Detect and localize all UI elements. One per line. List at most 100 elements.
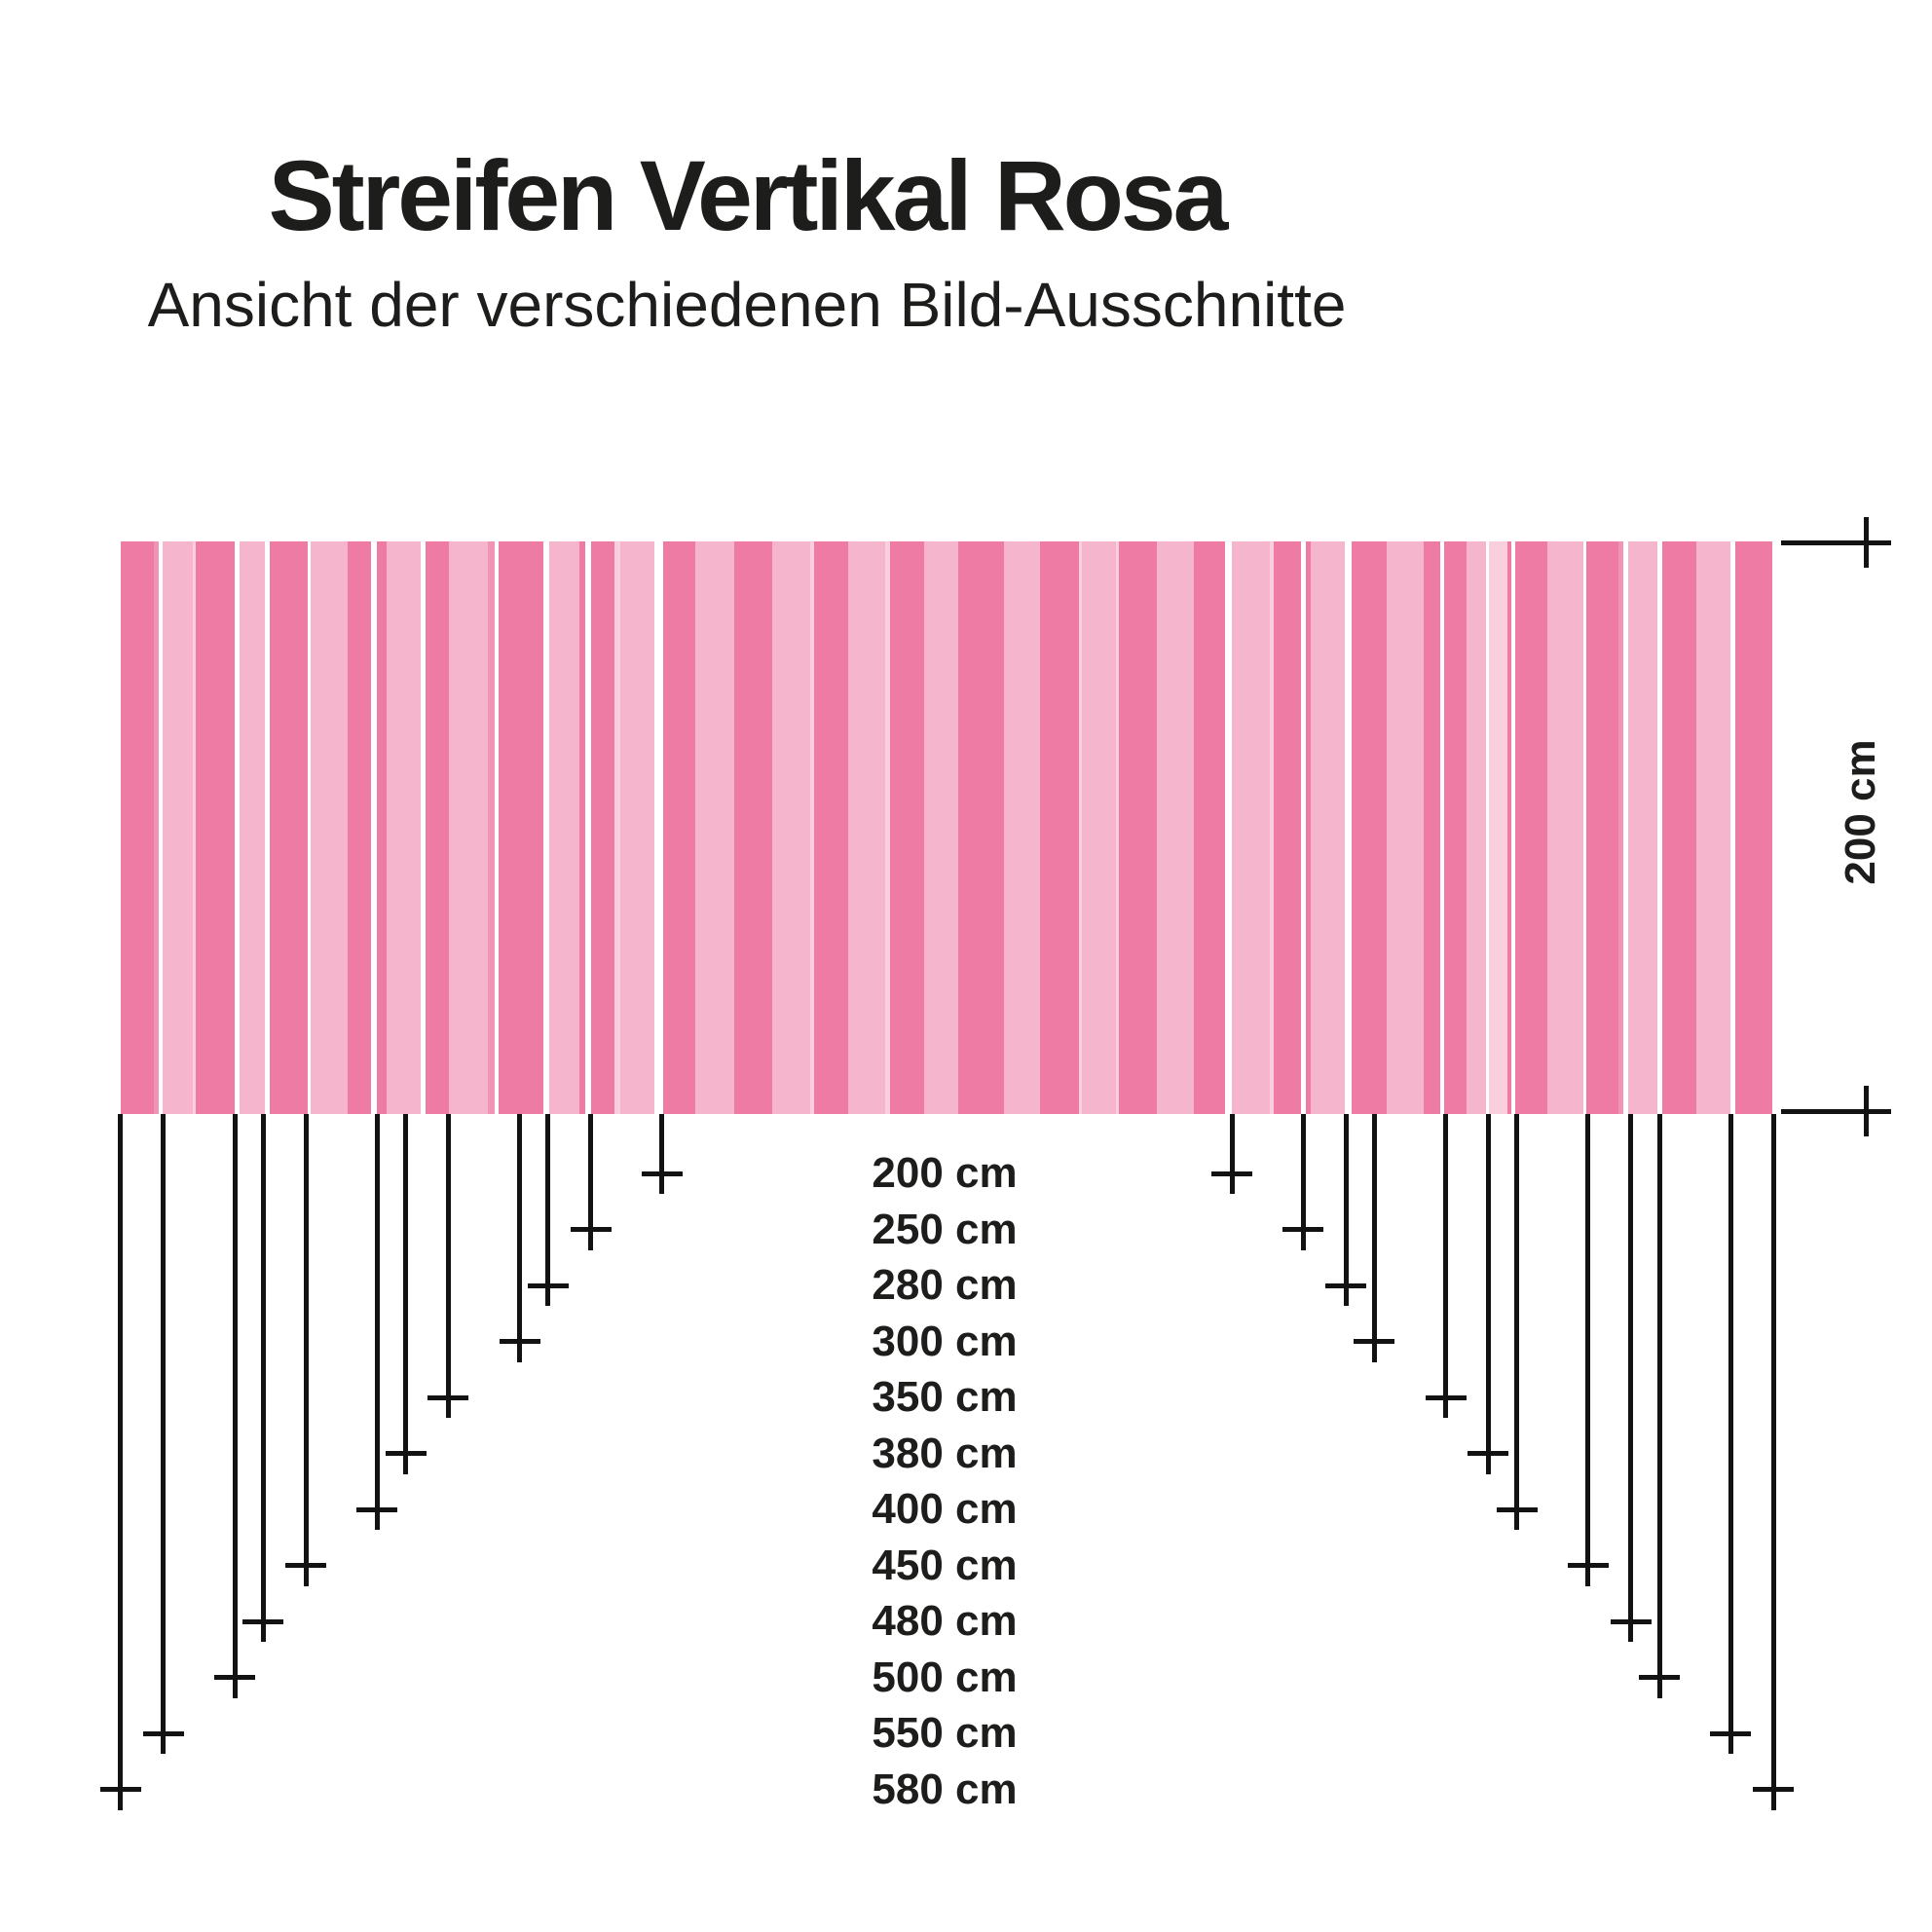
width-label-550cm: 550 cm — [872, 1709, 1018, 1757]
stripe-33-a — [733, 541, 772, 1114]
stripe-77-b — [1696, 541, 1731, 1114]
stripe-34-b — [771, 541, 810, 1114]
stripe-20-a2 — [487, 541, 495, 1114]
stripe-9-w — [264, 541, 270, 1114]
measure-cross-left-380cm — [385, 1451, 427, 1456]
stripe-64-w — [1486, 541, 1490, 1114]
stripe-35-b2 — [809, 541, 814, 1114]
stripe-1-a — [121, 541, 154, 1114]
measure-cross-left-400cm — [356, 1506, 398, 1512]
stripe-22-a — [498, 541, 543, 1114]
measure-line-left-450cm — [303, 1114, 309, 1586]
stripe-62-a — [1444, 541, 1468, 1114]
stripe-43-a — [1040, 541, 1080, 1114]
measure-line-right-280cm — [1343, 1114, 1349, 1306]
measure-line-left-500cm — [232, 1114, 238, 1698]
measure-line-left-380cm — [403, 1114, 409, 1474]
stripe-10-a — [269, 541, 308, 1114]
stripe-67-w — [1511, 541, 1516, 1114]
stripe-61-w — [1440, 541, 1445, 1114]
page-subtitle: Ansicht der verschiedenen Bild-Ausschnit… — [147, 270, 1347, 340]
measure-cross-right-480cm — [1610, 1618, 1652, 1624]
stripe-76-a — [1662, 541, 1697, 1114]
stripe-23-w — [542, 541, 549, 1114]
width-label-280cm: 280 cm — [872, 1261, 1018, 1309]
stripe-42-b — [1003, 541, 1041, 1114]
measure-cross-left-480cm — [242, 1618, 284, 1624]
stripe-27-a — [590, 541, 614, 1114]
measure-cross-left-550cm — [142, 1730, 184, 1736]
stripe-8-b — [239, 541, 265, 1114]
measure-cross-right-380cm — [1468, 1451, 1509, 1456]
stripe-72-a2 — [1618, 541, 1624, 1114]
stripe-70-w — [1583, 541, 1587, 1114]
stripe-48-b — [1157, 541, 1195, 1114]
stripe-78-w — [1730, 541, 1736, 1114]
stripe-31-a — [662, 541, 695, 1114]
width-label-500cm: 500 cm — [872, 1653, 1018, 1701]
stripe-38-b2 — [884, 541, 890, 1114]
stripe-69-b — [1547, 541, 1584, 1114]
stripe-6-a — [195, 541, 235, 1114]
measure-cross-right-550cm — [1710, 1730, 1752, 1736]
measure-line-left-350cm — [445, 1114, 451, 1418]
measure-line-right-580cm — [1770, 1114, 1776, 1810]
measure-line-right-400cm — [1514, 1114, 1520, 1530]
measure-cross-left-350cm — [427, 1394, 469, 1400]
stripe-18-a — [425, 541, 449, 1114]
height-label: 200 cm — [1837, 739, 1884, 885]
width-label-300cm: 300 cm — [872, 1317, 1018, 1365]
stripe-50-w — [1225, 541, 1233, 1114]
stripe-45-b — [1082, 541, 1117, 1114]
width-label-400cm: 400 cm — [872, 1485, 1018, 1533]
stripe-11-w — [307, 541, 311, 1114]
measure-line-right-450cm — [1585, 1114, 1591, 1586]
measure-cross-left-250cm — [570, 1227, 612, 1232]
height-cross-bar-bottom — [1781, 1108, 1891, 1114]
measure-cross-left-450cm — [285, 1563, 327, 1568]
stripe-28-b2 — [613, 541, 620, 1114]
stripe-46-b2 — [1116, 541, 1120, 1114]
stripe-71-a — [1586, 541, 1619, 1114]
measure-line-left-250cm — [588, 1114, 594, 1250]
stripe-58-a — [1352, 541, 1388, 1114]
stripe-75-w — [1657, 541, 1663, 1114]
measure-line-left-550cm — [161, 1114, 167, 1754]
measure-line-right-500cm — [1656, 1114, 1662, 1698]
stripe-41-a — [957, 541, 1004, 1114]
stripe-63-b — [1467, 541, 1487, 1114]
measure-line-right-250cm — [1300, 1114, 1306, 1250]
height-cross-stroke-top — [1863, 517, 1869, 568]
stripe-60-a — [1424, 541, 1441, 1114]
measure-cross-left-300cm — [499, 1339, 540, 1344]
width-label-200cm: 200 cm — [872, 1149, 1018, 1197]
stripe-54-w — [1301, 541, 1307, 1114]
stripe-53-a — [1274, 541, 1302, 1114]
measure-cross-left-580cm — [99, 1787, 141, 1792]
width-label-350cm: 350 cm — [872, 1373, 1018, 1421]
height-cross-bar-top — [1781, 539, 1891, 545]
measure-line-left-200cm — [659, 1114, 665, 1194]
stripe-13-a — [347, 541, 371, 1114]
width-label-250cm: 250 cm — [872, 1205, 1018, 1253]
height-cross-stroke-bottom — [1863, 1086, 1869, 1136]
measure-cross-right-450cm — [1567, 1563, 1609, 1568]
stripe-19-b — [448, 541, 488, 1114]
measure-cross-right-350cm — [1425, 1394, 1467, 1400]
stripe-15-a — [376, 541, 387, 1114]
stripe-44-b2 — [1079, 541, 1083, 1114]
measure-line-right-550cm — [1728, 1114, 1733, 1754]
stripe-79-a — [1735, 541, 1773, 1114]
stripe-32-b — [694, 541, 734, 1114]
stripe-29-b — [619, 541, 654, 1114]
measure-line-left-480cm — [260, 1114, 266, 1642]
stripe-66-a — [1507, 541, 1512, 1114]
stripe-39-a — [889, 541, 924, 1114]
stripe-73-w — [1623, 541, 1629, 1114]
stripe-56-b — [1311, 541, 1346, 1114]
measure-line-right-480cm — [1628, 1114, 1634, 1642]
stripe-24-b — [548, 541, 579, 1114]
stripe-12-b — [310, 541, 348, 1114]
measure-line-left-580cm — [118, 1114, 124, 1810]
width-label-450cm: 450 cm — [872, 1541, 1018, 1589]
